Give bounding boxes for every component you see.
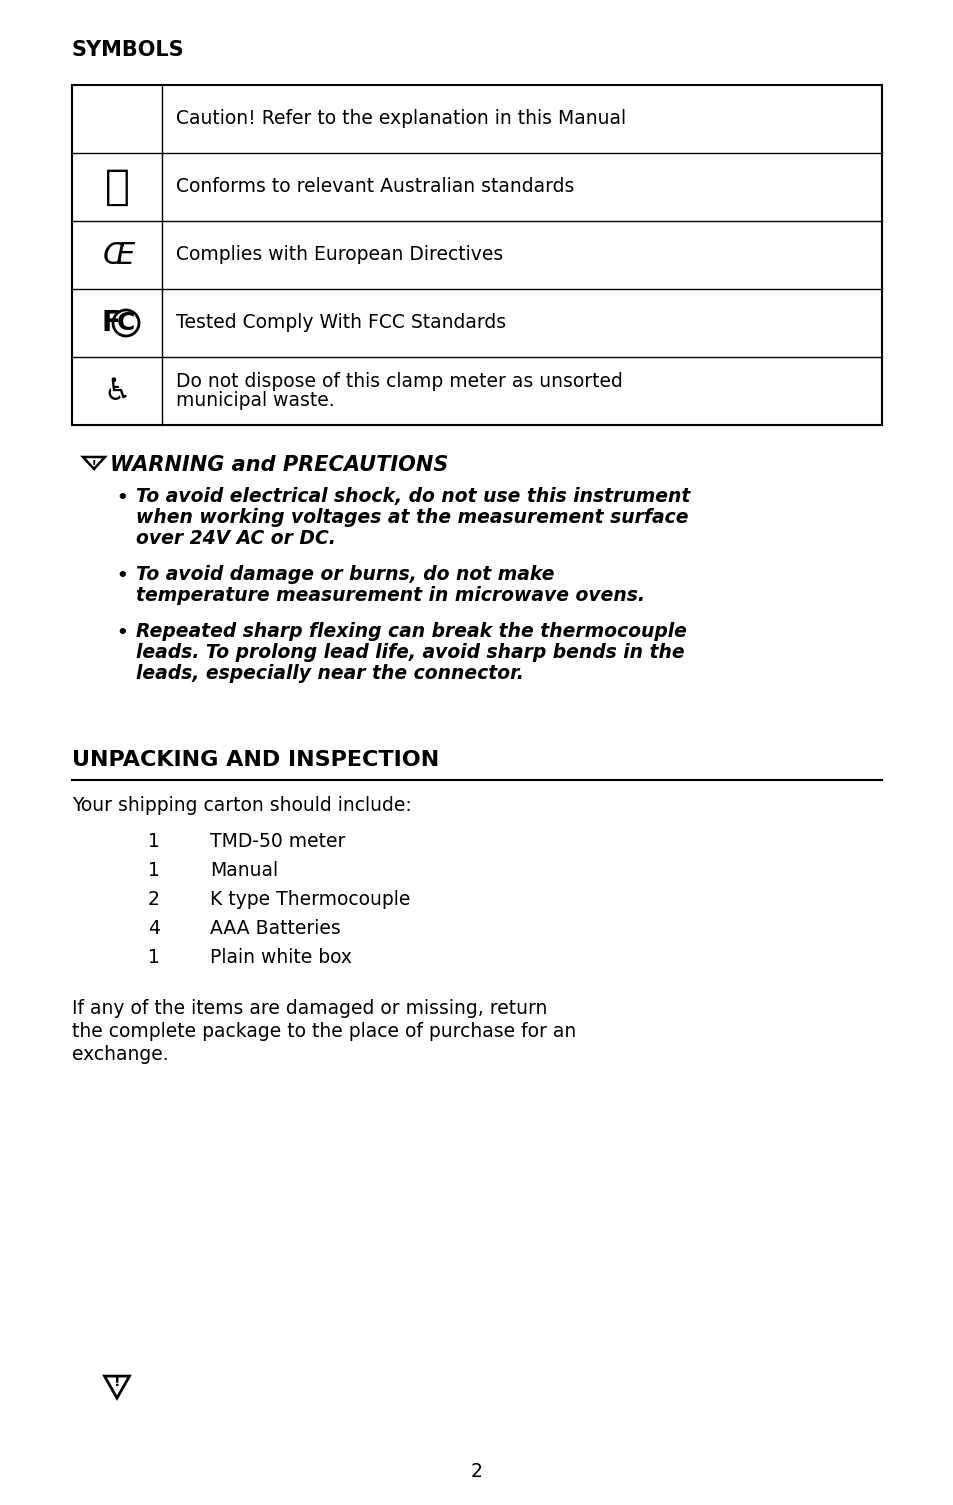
Text: To avoid damage or burns, do not make: To avoid damage or burns, do not make	[136, 564, 554, 584]
Text: F: F	[101, 309, 120, 337]
Text: 1: 1	[148, 832, 160, 850]
Text: SYMBOLS: SYMBOLS	[71, 41, 185, 60]
Text: !: !	[113, 1376, 120, 1389]
Text: •: •	[116, 625, 128, 643]
Text: Do not dispose of this clamp meter as unsorted: Do not dispose of this clamp meter as un…	[175, 372, 622, 391]
Text: WARNING and PRECAUTIONS: WARNING and PRECAUTIONS	[110, 455, 448, 476]
Text: Plain white box: Plain white box	[210, 948, 352, 968]
Text: TMD-50 meter: TMD-50 meter	[210, 832, 345, 850]
Text: Your shipping carton should include:: Your shipping carton should include:	[71, 796, 412, 816]
Text: when working voltages at the measurement surface: when working voltages at the measurement…	[136, 509, 688, 527]
Text: If any of the items are damaged or missing, return: If any of the items are damaged or missi…	[71, 999, 547, 1017]
Text: UNPACKING AND INSPECTION: UNPACKING AND INSPECTION	[71, 749, 438, 771]
Text: leads, especially near the connector.: leads, especially near the connector.	[136, 664, 523, 683]
Text: C: C	[116, 312, 135, 336]
Text: AAA Batteries: AAA Batteries	[210, 920, 340, 938]
Text: •: •	[116, 567, 128, 585]
Text: E: E	[115, 241, 134, 269]
Text: 4: 4	[148, 920, 160, 938]
Text: 1: 1	[148, 861, 160, 880]
Text: leads. To prolong lead life, avoid sharp bends in the: leads. To prolong lead life, avoid sharp…	[136, 643, 684, 662]
Text: Caution! Refer to the explanation in this Manual: Caution! Refer to the explanation in thi…	[175, 110, 625, 128]
Text: temperature measurement in microwave ovens.: temperature measurement in microwave ove…	[136, 585, 644, 605]
Text: To avoid electrical shock, do not use this instrument: To avoid electrical shock, do not use th…	[136, 488, 690, 506]
Text: Manual: Manual	[210, 861, 278, 880]
Text: the complete package to the place of purchase for an: the complete package to the place of pur…	[71, 1022, 576, 1041]
Text: ♿: ♿	[103, 376, 131, 405]
Text: !: !	[91, 461, 96, 470]
Text: Complies with European Directives: Complies with European Directives	[175, 245, 503, 265]
Text: exchange.: exchange.	[71, 1044, 169, 1064]
Text: K type Thermocouple: K type Thermocouple	[210, 889, 410, 909]
Text: over 24V AC or DC.: over 24V AC or DC.	[136, 528, 335, 548]
Text: 2: 2	[148, 889, 160, 909]
Text: 1: 1	[148, 948, 160, 968]
Text: •: •	[116, 489, 128, 507]
Text: 2: 2	[471, 1461, 482, 1481]
Text: C: C	[102, 241, 124, 269]
Bar	[71, 84, 882, 424]
Text: Repeated sharp flexing can break the thermocouple: Repeated sharp flexing can break the the…	[136, 622, 686, 641]
Text: municipal waste.: municipal waste.	[175, 391, 335, 409]
Text: Ⓜ: Ⓜ	[105, 166, 130, 208]
Text: Tested Comply With FCC Standards: Tested Comply With FCC Standards	[175, 313, 506, 333]
Text: Conforms to relevant Australian standards: Conforms to relevant Australian standard…	[175, 178, 574, 197]
